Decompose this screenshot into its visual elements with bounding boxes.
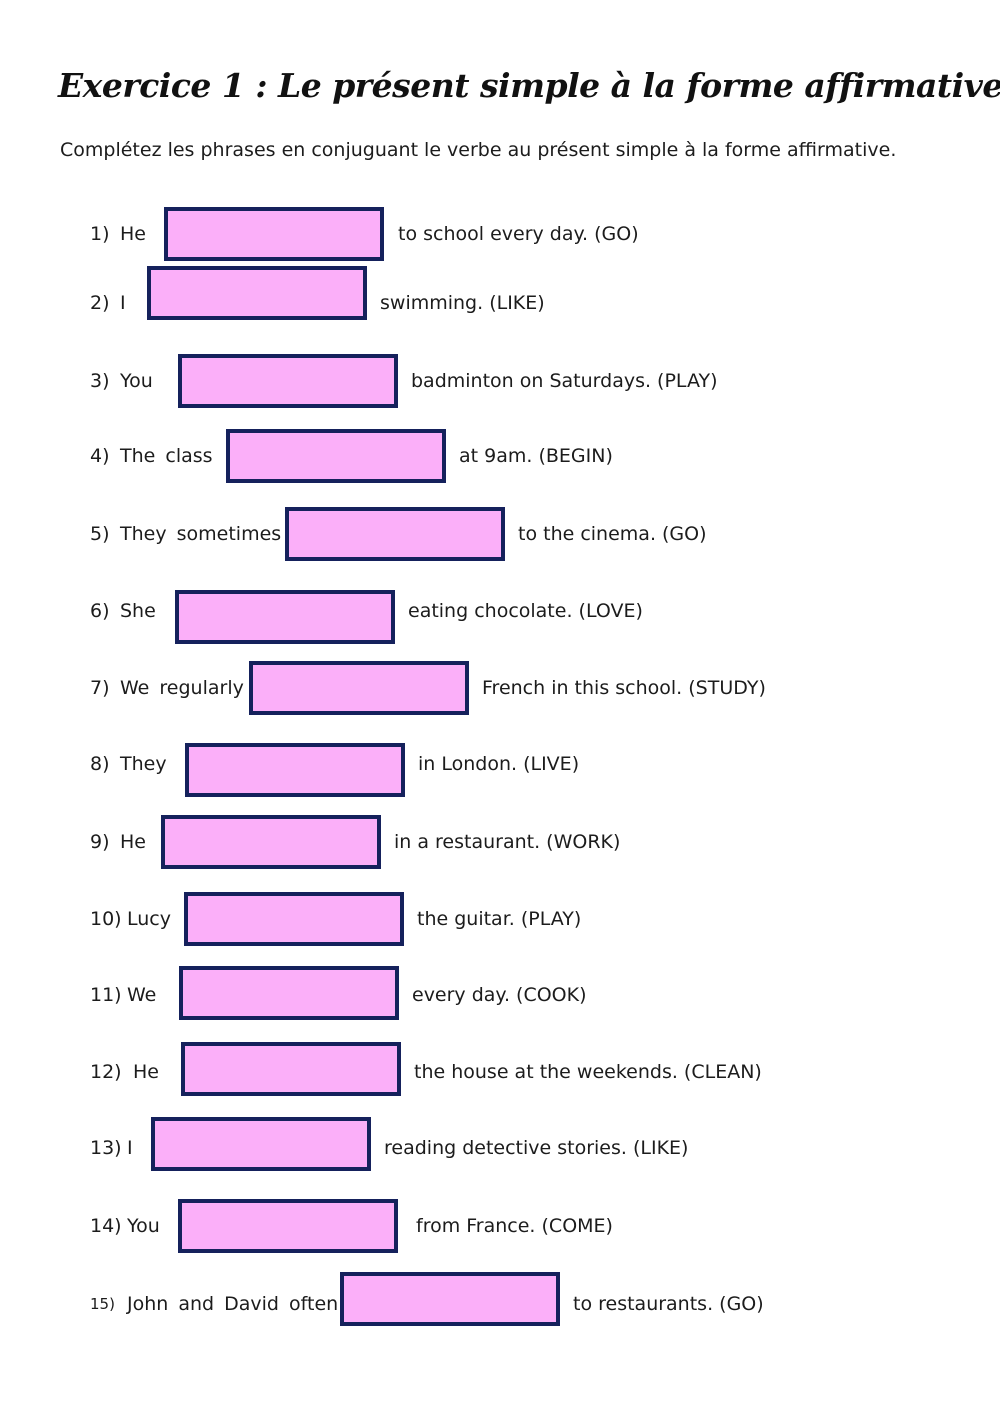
item-remainder: to restaurants. (GO): [573, 1293, 764, 1315]
answer-input[interactable]: [161, 815, 381, 869]
answer-input[interactable]: [178, 354, 398, 408]
item-remainder: the guitar. (PLAY): [417, 908, 582, 930]
answer-input[interactable]: [285, 507, 505, 561]
answer-input[interactable]: [147, 266, 367, 320]
item-remainder: the house at the weekends. (CLEAN): [414, 1061, 762, 1083]
item-subject: I: [120, 292, 126, 314]
exercise-item: 12) He the house at the weekends. (CLEAN…: [0, 1042, 1000, 1096]
item-subject: John and David often: [127, 1293, 339, 1315]
item-number: 8): [90, 753, 110, 775]
item-number: 3): [90, 370, 110, 392]
item-remainder: from France. (COME): [416, 1215, 613, 1237]
answer-input[interactable]: [184, 892, 404, 946]
item-number: 9): [90, 831, 110, 853]
item-remainder: in London. (LIVE): [418, 753, 580, 775]
exercise-item: 2) I swimming. (LIKE): [0, 266, 1000, 320]
item-subject: You: [120, 370, 153, 392]
exercise-item: 14) You from France. (COME): [0, 1199, 1000, 1253]
item-remainder: reading detective stories. (LIKE): [384, 1137, 689, 1159]
exercise-item: 9) He in a restaurant. (WORK): [0, 815, 1000, 869]
item-remainder: in a restaurant. (WORK): [394, 831, 621, 853]
item-number: 6): [90, 600, 110, 622]
item-subject: He: [133, 1061, 159, 1083]
answer-input[interactable]: [226, 429, 446, 483]
answer-input[interactable]: [249, 661, 469, 715]
answer-input[interactable]: [179, 966, 399, 1020]
item-subject: They: [120, 753, 167, 775]
item-remainder: to the cinema. (GO): [518, 523, 707, 545]
item-subject: I: [127, 1137, 133, 1159]
item-remainder: eating chocolate. (LOVE): [408, 600, 643, 622]
item-remainder: every day. (COOK): [412, 984, 587, 1006]
exercise-item: 10) Lucy the guitar. (PLAY): [0, 892, 1000, 946]
item-subject: You: [127, 1215, 160, 1237]
item-subject: The class: [120, 445, 213, 467]
exercise-item: 5) They sometimes to the cinema. (GO): [0, 507, 1000, 561]
item-number: 11): [90, 984, 122, 1006]
item-subject: We: [127, 984, 157, 1006]
item-remainder: swimming. (LIKE): [380, 292, 545, 314]
item-number: 2): [90, 292, 110, 314]
exercise-item: 8) They in London. (LIVE): [0, 743, 1000, 797]
item-number: 13): [90, 1137, 122, 1159]
exercise-item: 4) The class at 9am. (BEGIN): [0, 429, 1000, 483]
item-remainder: to school every day. (GO): [398, 223, 639, 245]
item-remainder: French in this school. (STUDY): [482, 677, 766, 699]
answer-input[interactable]: [181, 1042, 401, 1096]
item-number: 15): [90, 1295, 115, 1313]
exercise-item: 13) I reading detective stories. (LIKE): [0, 1117, 1000, 1171]
item-number: 10): [90, 908, 122, 930]
exercise-item: 6) She eating chocolate. (LOVE): [0, 590, 1000, 644]
item-subject: She: [120, 600, 156, 622]
exercise-item: 15) John and David often to restaurants.…: [0, 1272, 1000, 1326]
item-number: 7): [90, 677, 110, 699]
answer-input[interactable]: [185, 743, 405, 797]
item-number: 14): [90, 1215, 122, 1237]
item-number: 5): [90, 523, 110, 545]
exercise-item: 11) We every day. (COOK): [0, 966, 1000, 1020]
exercise-item: 7) We regularly French in this school. (…: [0, 661, 1000, 715]
item-subject: Lucy: [127, 908, 171, 930]
item-remainder: badminton on Saturdays. (PLAY): [411, 370, 718, 392]
item-remainder: at 9am. (BEGIN): [459, 445, 613, 467]
instructions: Complétez les phrases en conjuguant le v…: [60, 139, 897, 161]
item-number: 1): [90, 223, 110, 245]
exercise-item: 1) He to school every day. (GO): [0, 207, 1000, 261]
answer-input[interactable]: [178, 1199, 398, 1253]
item-subject: He: [120, 831, 146, 853]
item-number: 12): [90, 1061, 122, 1083]
item-number: 4): [90, 445, 110, 467]
exercise-item: 3) You badminton on Saturdays. (PLAY): [0, 354, 1000, 408]
answer-input[interactable]: [340, 1272, 560, 1326]
answer-input[interactable]: [164, 207, 384, 261]
answer-input[interactable]: [151, 1117, 371, 1171]
item-subject: They sometimes: [120, 523, 282, 545]
answer-input[interactable]: [175, 590, 395, 644]
item-subject: We regularly: [120, 677, 244, 699]
item-subject: He: [120, 223, 146, 245]
exercise-title: Exercice 1 : Le présent simple à la form…: [58, 66, 1000, 105]
